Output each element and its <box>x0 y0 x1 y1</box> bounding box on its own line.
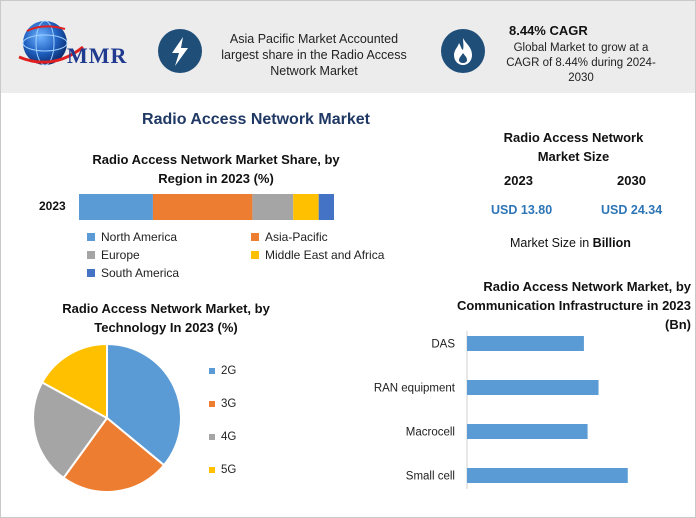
legend-swatch <box>251 233 259 241</box>
technology-chart-title: Radio Access Network Market, by Technolo… <box>62 301 270 335</box>
cagr-text: Global Market to grow at a CAGR of 8.44%… <box>506 42 656 84</box>
market-size-unit: Market Size in Billion <box>510 236 631 250</box>
market-size-year-2030: 2030 <box>617 173 646 188</box>
main-title: Radio Access Network Market <box>142 111 370 128</box>
infra-category-label-macrocell: Macrocell <box>406 427 455 439</box>
legend-swatch <box>251 251 259 259</box>
technology-legend-item-2g: 2G <box>209 365 236 377</box>
legend-label: 4G <box>221 431 237 443</box>
infra-category-label-small-cell: Small cell <box>406 471 455 483</box>
pie-slice-5g <box>40 342 108 420</box>
cagr-title: 8.44% CAGR <box>509 23 588 38</box>
legend-swatch <box>209 401 215 407</box>
technology-legend-item-3g: 3G <box>209 398 236 410</box>
legend-swatch <box>87 269 95 277</box>
region-bar-category-label: 2023 <box>39 199 66 213</box>
infra-category-label-ran-equipment: RAN equipment <box>374 383 456 395</box>
region-bar-segment-europe <box>252 194 294 220</box>
logo-text: MMR <box>67 43 128 68</box>
market-size-title: Radio Access Network Market Size <box>503 130 644 164</box>
market-size-unit-prefix: Market Size in <box>510 236 593 250</box>
asia-pacific-highlight: Asia Pacific Market Accounted largest sh… <box>221 32 407 78</box>
infra-bar-macrocell <box>467 424 588 439</box>
infra-bar-das <box>467 336 584 351</box>
region-bar-segment-north-america <box>79 194 153 220</box>
legend-label: Europe <box>101 248 140 262</box>
legend-swatch <box>209 467 215 473</box>
legend-label: 2G <box>221 365 237 377</box>
pie-slice-3g <box>62 416 166 493</box>
region-legend-item-north-america: North America <box>87 230 177 244</box>
logo: MMR <box>13 13 143 73</box>
legend-swatch <box>87 251 95 259</box>
region-legend-item-south-america: South America <box>87 266 179 280</box>
infra-bar-chart: DAS RAN equipment Macrocell Small cell <box>374 331 628 489</box>
legend-label: Middle East and Africa <box>265 248 385 262</box>
market-size-year-2023: 2023 <box>504 173 533 188</box>
technology-pie-chart <box>32 342 182 493</box>
region-chart-title: Radio Access Network Market Share, by Re… <box>92 152 340 186</box>
region-stacked-bar-chart <box>79 194 334 220</box>
flame-icon <box>441 29 485 73</box>
technology-legend-item-4g: 4G <box>209 431 236 443</box>
technology-legend-item-5g: 5G <box>209 464 236 476</box>
infra-bar-ran-equipment <box>467 380 599 395</box>
header-band <box>1 1 695 93</box>
legend-label: Asia-Pacific <box>265 230 328 244</box>
legend-swatch <box>209 368 215 374</box>
region-legend-item-asia-pacific: Asia-Pacific <box>251 230 328 244</box>
lightning-icon <box>158 29 202 73</box>
region-bar-segment-middle-east-and-africa <box>293 194 319 220</box>
market-size-unit-bold: Billion <box>592 236 631 250</box>
market-size-value-2023: USD 13.80 <box>491 203 553 217</box>
legend-swatch <box>209 434 215 440</box>
globe-logo-icon <box>18 20 84 66</box>
infra-category-label-das: DAS <box>431 339 455 351</box>
legend-label: North America <box>101 230 178 244</box>
legend-label: 3G <box>221 398 237 410</box>
legend-label: 5G <box>221 464 237 476</box>
legend-swatch <box>87 233 95 241</box>
region-legend-item-europe: Europe <box>87 248 140 262</box>
legend-label: South America <box>101 266 180 280</box>
region-bar-segment-asia-pacific <box>152 194 253 220</box>
infra-bar-small-cell <box>467 468 628 483</box>
market-size-value-2030: USD 24.34 <box>601 203 663 217</box>
pie-slice-4g <box>32 380 109 480</box>
pie-slice-2g <box>106 342 182 467</box>
infra-chart-title: Radio Access Network Market, by Communic… <box>456 279 691 332</box>
region-bar-segment-south-america <box>318 194 334 220</box>
region-legend-item-middle-east-and-africa: Middle East and Africa <box>251 248 384 262</box>
